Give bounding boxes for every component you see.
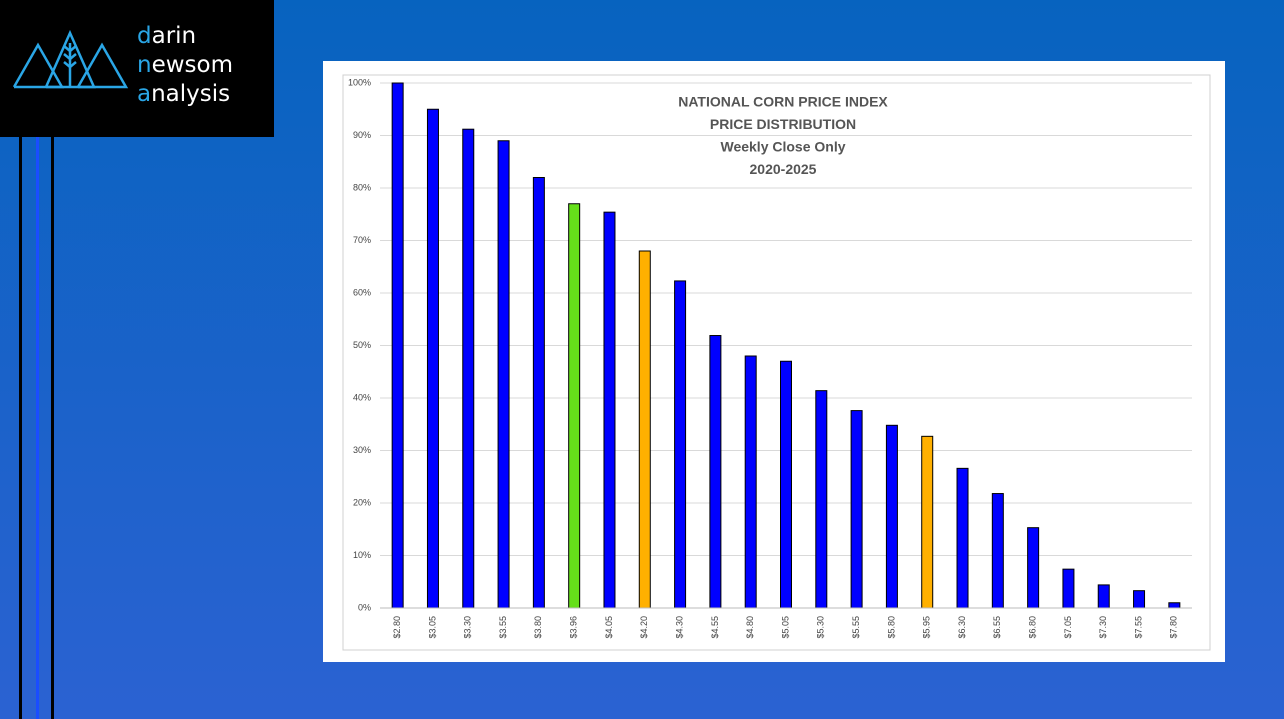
plot-border [342, 74, 1211, 651]
logo: darin newsom analysis [0, 0, 274, 137]
chart-title: Weekly Close Only [720, 139, 845, 155]
logo-icon [12, 29, 129, 89]
x-tick-label: $4.20 [639, 616, 649, 639]
bar [1097, 584, 1110, 609]
x-tick-label: $7.30 [1098, 616, 1108, 639]
y-tick-label: 0% [358, 602, 371, 612]
bar [462, 128, 475, 609]
x-tick-label: $5.95 [922, 616, 932, 639]
x-tick-label: $7.55 [1133, 616, 1143, 639]
y-tick-label: 10% [353, 550, 371, 560]
decor-line [51, 137, 54, 719]
x-tick-label: $4.55 [710, 616, 720, 639]
chart-title: NATIONAL CORN PRICE INDEX [678, 94, 888, 110]
decor-line [19, 137, 22, 719]
bar [1168, 602, 1181, 609]
x-tick-label: $3.80 [533, 616, 543, 639]
bar [674, 280, 687, 609]
y-tick-label: 80% [353, 182, 371, 192]
bar [426, 108, 439, 609]
bar [1133, 590, 1146, 609]
x-tick-label: $3.55 [498, 616, 508, 639]
bar [850, 410, 863, 609]
bar [497, 140, 510, 609]
x-tick-label: $6.30 [957, 616, 967, 639]
logo-text: newsom [137, 52, 233, 78]
x-tick-label: $3.30 [463, 616, 473, 639]
bar [744, 355, 757, 609]
chart-title: 2020-2025 [750, 161, 817, 177]
x-tick-label: $5.05 [780, 616, 790, 639]
y-tick-label: 70% [353, 235, 371, 245]
bar [1027, 527, 1040, 609]
x-tick-label: $4.30 [674, 616, 684, 639]
y-tick-label: 100% [348, 77, 371, 87]
x-tick-label: $7.80 [1169, 616, 1179, 639]
x-tick-label: $5.30 [816, 616, 826, 639]
y-tick-label: 30% [353, 445, 371, 455]
bar [603, 211, 616, 609]
bar [568, 203, 581, 609]
bar [709, 335, 722, 609]
bar [1062, 568, 1075, 609]
bar [885, 424, 898, 609]
bar [391, 82, 404, 609]
logo-text: analysis [137, 81, 231, 107]
y-tick-label: 90% [353, 130, 371, 140]
bar [956, 467, 969, 609]
y-tick-label: 50% [353, 340, 371, 350]
bar [532, 177, 545, 609]
x-tick-label: $5.55 [851, 616, 861, 639]
x-tick-label: $4.05 [604, 616, 614, 639]
x-tick-label: $3.96 [569, 616, 579, 639]
y-tick-label: 40% [353, 392, 371, 402]
logo-text: darin [137, 23, 197, 49]
x-tick-label: $2.80 [392, 616, 402, 639]
x-tick-label: $4.80 [745, 616, 755, 639]
x-tick-label: $6.55 [992, 616, 1002, 639]
x-tick-label: $6.80 [1028, 616, 1038, 639]
y-tick-label: 20% [353, 497, 371, 507]
bar [921, 435, 934, 609]
x-tick-label: $7.05 [1063, 616, 1073, 639]
bar [780, 360, 792, 609]
bar [638, 250, 651, 609]
x-tick-label: $5.80 [886, 616, 896, 639]
x-tick-label: $3.05 [427, 616, 437, 639]
chart-title: PRICE DISTRIBUTION [710, 116, 856, 132]
bar [815, 390, 828, 609]
y-tick-label: 60% [353, 287, 371, 297]
bar [991, 493, 1004, 609]
decor-line [36, 137, 39, 719]
